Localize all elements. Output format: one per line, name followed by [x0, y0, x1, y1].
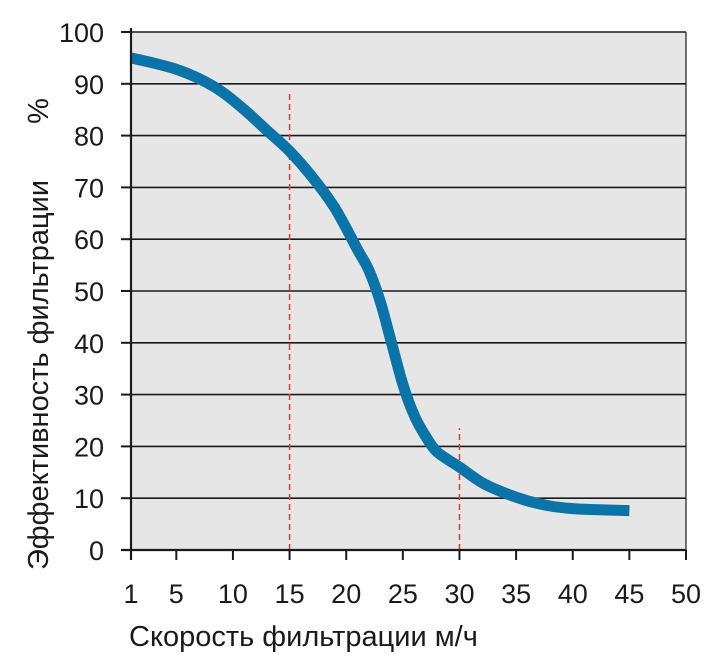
reference-lines [288, 91, 461, 550]
x-tick-label-2: 10 [218, 579, 248, 609]
x-tick-label-8: 40 [558, 579, 588, 609]
y-tick-label-1: 10 [74, 484, 104, 514]
x-axis-title: Скорость фильтрации м/ч [129, 621, 478, 653]
y-tick-label-7: 70 [74, 173, 104, 203]
x-tick-label-0: 1 [123, 579, 138, 609]
y-tick-label-9: 90 [74, 70, 104, 100]
y-axis-ticks: 0 10 20 30 40 50 60 70 80 90 100 [59, 18, 131, 566]
y-tick-label-0: 0 [89, 536, 104, 566]
x-tick-label-9: 45 [614, 579, 644, 609]
y-tick-label-3: 30 [74, 381, 104, 411]
y-tick-label-4: 40 [74, 329, 104, 359]
x-tick-label-6: 30 [444, 579, 474, 609]
y-axis-title: Эффективность фильтрации [23, 180, 55, 570]
x-tick-label-1: 5 [169, 579, 184, 609]
y-tick-label-6: 60 [74, 225, 104, 255]
y-tick-label-5: 50 [74, 277, 104, 307]
series-layer [129, 52, 630, 517]
x-tick-label-3: 15 [275, 579, 305, 609]
x-tick-label-4: 20 [331, 579, 361, 609]
x-axis-ticks: 1 5 10 15 20 25 30 35 40 45 50 [123, 550, 701, 609]
y-tick-label-8: 80 [74, 122, 104, 152]
x-tick-label-10: 50 [671, 579, 701, 609]
x-tick-label-5: 25 [388, 579, 418, 609]
y-axis-unit: % [23, 98, 55, 124]
y-tick-label-10: 100 [59, 18, 104, 48]
y-tick-label-2: 20 [74, 432, 104, 462]
x-tick-label-7: 35 [501, 579, 531, 609]
series-line-0 [129, 52, 630, 517]
